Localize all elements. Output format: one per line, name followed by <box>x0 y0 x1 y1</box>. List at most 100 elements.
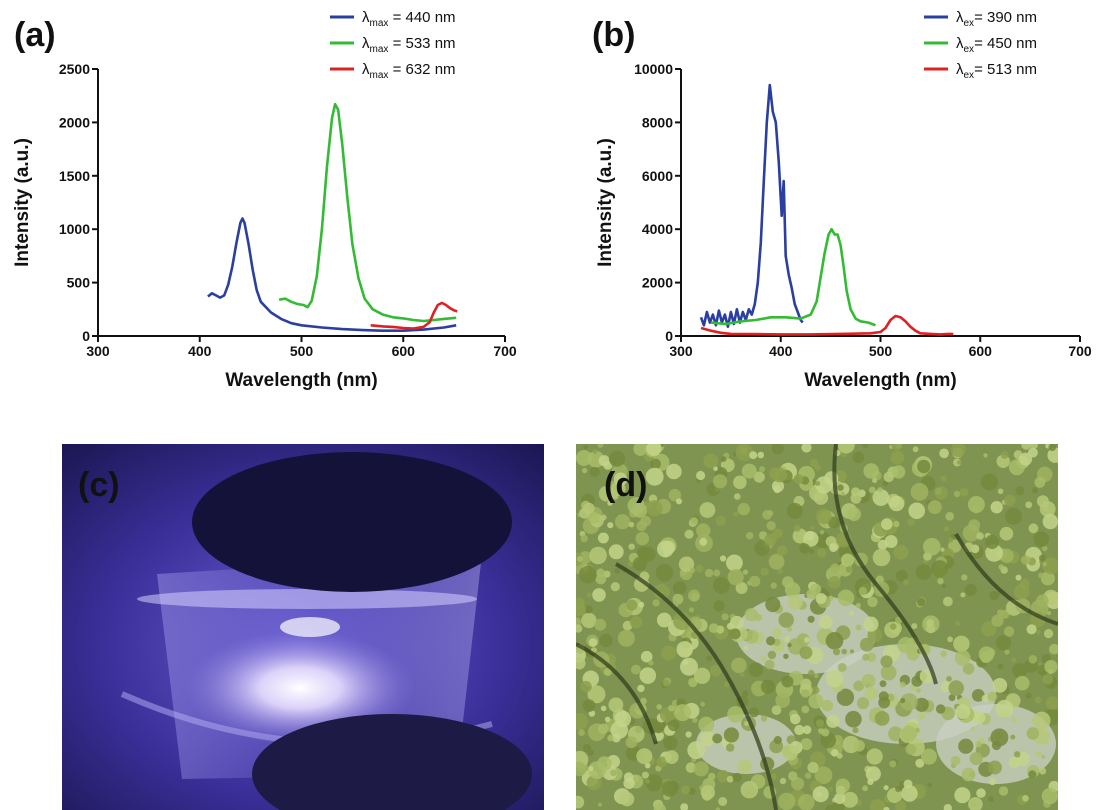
powder-grain <box>901 785 918 802</box>
powder-grain <box>583 444 588 450</box>
y-axis-label: Intensity (a.u.) <box>595 138 616 267</box>
x-axis-label: Wavelength (nm) <box>804 370 956 391</box>
powder-grain <box>678 556 695 572</box>
powder-grain <box>819 530 825 535</box>
powder-grain <box>577 556 584 563</box>
powder-grain <box>855 624 862 631</box>
powder-grain <box>794 724 805 736</box>
powder-grain <box>672 581 687 595</box>
powder-grain <box>1010 734 1016 740</box>
powder-grain <box>723 727 739 743</box>
powder-grain <box>749 451 758 460</box>
y-tick-label: 2000 <box>642 275 673 291</box>
powder-grain <box>1036 594 1049 607</box>
powder-grain <box>893 544 909 560</box>
powder-grain <box>627 561 633 567</box>
powder-grain <box>869 799 886 810</box>
powder-grain <box>608 697 624 713</box>
powder-grain <box>645 774 663 792</box>
powder-grain <box>700 785 715 800</box>
powder-grain <box>682 659 689 665</box>
powder-grain <box>937 578 944 585</box>
photo-c-image <box>62 444 544 810</box>
powder-grain <box>945 512 954 521</box>
powder-grain <box>614 710 632 728</box>
panel-label-a: (a) <box>14 16 56 54</box>
powder-grain <box>713 577 730 594</box>
powder-grain <box>832 648 841 656</box>
powder-grain <box>855 602 861 609</box>
powder-grain <box>760 715 768 722</box>
y-tick-label: 8000 <box>642 114 673 130</box>
series-line <box>700 314 954 336</box>
powder-grain <box>849 611 854 616</box>
powder-grain <box>779 777 787 785</box>
powder-grain <box>726 775 734 783</box>
powder-grain <box>610 769 617 777</box>
x-tick-label: 600 <box>969 343 993 359</box>
powder-grain <box>888 495 905 512</box>
powder-grain <box>858 586 867 596</box>
powder-grain <box>628 543 635 550</box>
powder-grain <box>787 643 792 648</box>
powder-grain <box>935 704 946 714</box>
powder-grain <box>603 668 612 676</box>
powder-grain <box>1035 750 1042 757</box>
powder-grain <box>773 485 782 494</box>
powder-grain <box>863 463 879 479</box>
powder-grain <box>1033 531 1050 547</box>
series-line <box>207 217 457 332</box>
powder-grain <box>796 633 810 647</box>
powder-grain <box>804 637 810 643</box>
powder-grain <box>768 553 785 570</box>
powder-grain <box>576 602 586 617</box>
legend-label: λmax = 632 nm <box>362 61 456 81</box>
powder-grain <box>799 646 813 660</box>
powder-grain <box>814 464 821 471</box>
powder-grain <box>950 755 961 766</box>
powder-grain <box>1011 657 1017 663</box>
powder-grain <box>911 675 923 687</box>
powder-grain <box>814 766 833 784</box>
powder-grain <box>835 785 846 796</box>
powder-grain <box>744 629 759 644</box>
powder-grain <box>668 488 681 502</box>
powder-grain <box>999 548 1014 563</box>
powder-grain <box>793 474 804 485</box>
panel-label-d: (d) <box>604 466 648 504</box>
powder-grain <box>889 623 897 630</box>
powder-grain <box>969 751 983 766</box>
powder-grain <box>912 446 919 453</box>
powder-grain <box>880 655 893 668</box>
powder-grain <box>630 664 641 675</box>
powder-grain <box>764 659 775 670</box>
powder-grain <box>931 560 949 578</box>
powder-grain <box>1048 444 1057 452</box>
powder-grain <box>766 636 776 646</box>
powder-grain <box>636 748 653 765</box>
powder-grain <box>690 517 699 526</box>
x-tick-label: 600 <box>392 343 416 359</box>
powder-grain <box>1022 795 1029 802</box>
powder-grain <box>754 613 762 622</box>
powder-grain <box>954 650 971 666</box>
powder-grain <box>641 771 649 779</box>
powder-grain <box>908 502 925 520</box>
powder-grain <box>632 556 647 571</box>
powder-grain <box>629 616 643 629</box>
powder-grain <box>1044 660 1058 674</box>
powder-grain <box>699 731 716 747</box>
powder-grain <box>588 765 594 772</box>
powder-grain <box>801 689 810 698</box>
powder-grain <box>734 493 741 500</box>
powder-grain <box>695 564 704 573</box>
powder-grain <box>866 748 883 765</box>
powder-grain <box>712 733 723 744</box>
powder-grain <box>770 582 777 589</box>
powder-grain <box>867 596 878 608</box>
powder-grain <box>976 532 984 540</box>
powder-grain <box>589 546 607 565</box>
powder-grain <box>1004 494 1016 507</box>
powder-grain <box>646 444 662 456</box>
powder-grain <box>687 741 706 760</box>
